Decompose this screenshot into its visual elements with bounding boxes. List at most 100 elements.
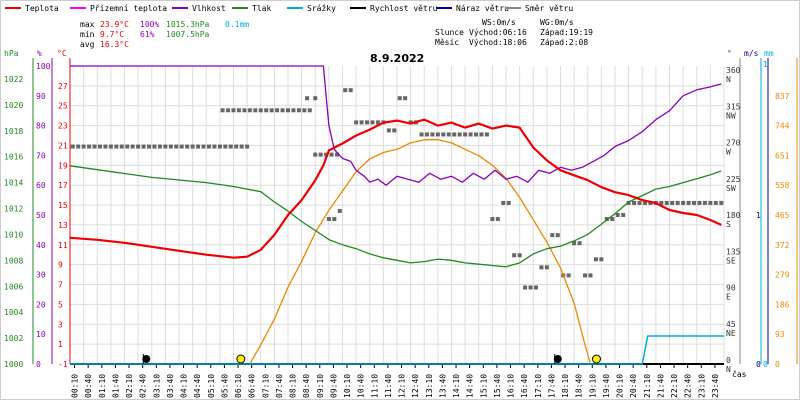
wind-dir-point bbox=[152, 144, 157, 149]
ms-tick-label: 0 bbox=[756, 360, 761, 369]
wind-dir-point bbox=[291, 108, 296, 113]
wind-dir-point bbox=[136, 144, 141, 149]
sun-tick-label: 558 bbox=[775, 181, 790, 190]
dir-tick-label: SW bbox=[726, 184, 736, 193]
wind-dir-point bbox=[430, 132, 435, 137]
temp-tick-label: 1 bbox=[58, 340, 63, 349]
wind-dir-point bbox=[196, 144, 201, 149]
wind-dir-point bbox=[713, 200, 718, 205]
wind-dir-point bbox=[70, 144, 75, 149]
x-tick-label: 13:10 bbox=[425, 374, 434, 398]
temp-tick-label: 9 bbox=[58, 261, 63, 270]
x-tick-label: 21:40 bbox=[656, 374, 665, 398]
axis-unit-label: m/s bbox=[744, 49, 759, 58]
x-tick-label: 11:10 bbox=[370, 374, 379, 398]
mm-tick-label: 0 bbox=[763, 360, 768, 369]
wind-dir-point bbox=[457, 132, 462, 137]
press-tick-label: 1002 bbox=[4, 334, 23, 343]
wind-dir-point bbox=[517, 253, 522, 258]
temp-tick-label: 21 bbox=[58, 141, 68, 150]
wind-dir-point bbox=[234, 144, 239, 149]
x-tick-label: 14:40 bbox=[466, 374, 475, 398]
wind-dir-point bbox=[588, 273, 593, 278]
x-tick-label: 15:40 bbox=[493, 374, 502, 398]
x-tick-label: 06:10 bbox=[234, 374, 243, 398]
x-tick-label: 16:40 bbox=[520, 374, 529, 398]
axis-unit-label: čas bbox=[732, 369, 747, 379]
wind-dir-point bbox=[365, 120, 370, 125]
dir-tick-label: SE bbox=[726, 256, 736, 265]
wind-dir-point bbox=[212, 144, 217, 149]
wind-dir-point bbox=[190, 144, 195, 149]
wind-dir-point bbox=[275, 108, 280, 113]
wind-dir-point bbox=[179, 144, 184, 149]
legend-label: Rychlost větru bbox=[370, 4, 438, 13]
wind-dir-point bbox=[337, 208, 342, 213]
wind-dir-point bbox=[495, 217, 500, 222]
hum-tick-label: 60 bbox=[36, 181, 46, 190]
x-tick-label: 09:40 bbox=[329, 374, 338, 398]
wind-dir-point bbox=[231, 108, 236, 113]
wind-gust-text: WG:0m/s bbox=[540, 18, 574, 27]
wind-dir-point bbox=[555, 233, 560, 238]
wind-dir-point bbox=[168, 144, 173, 149]
wind-dir-point bbox=[615, 213, 620, 217]
x-tick-label: 18:10 bbox=[561, 374, 570, 398]
wind-dir-point bbox=[408, 120, 413, 125]
wind-dir-point bbox=[719, 200, 724, 205]
wind-dir-point bbox=[403, 96, 408, 101]
chart-title: 8.9.2022 bbox=[370, 52, 424, 65]
legend-label: Teplota bbox=[25, 4, 59, 13]
wind-dir-point bbox=[479, 132, 484, 137]
wind-dir-point bbox=[523, 285, 528, 290]
wind-dir-point bbox=[446, 132, 451, 137]
wind-dir-point bbox=[130, 144, 135, 149]
wind-dir-point bbox=[264, 108, 269, 113]
wind-dir-point bbox=[157, 144, 162, 149]
x-tick-label: 01:10 bbox=[98, 374, 107, 398]
wind-dir-point bbox=[307, 108, 312, 113]
wind-speed-text: WS:0m/s bbox=[482, 18, 516, 27]
x-tick-label: 04:40 bbox=[193, 374, 202, 398]
wind-dir-point bbox=[324, 152, 329, 157]
wind-dir-point bbox=[147, 144, 152, 149]
x-tick-label: 19:10 bbox=[588, 374, 597, 398]
dir-tick-label: 90 bbox=[726, 284, 736, 293]
wind-dir-point bbox=[583, 273, 588, 278]
wind-dir-point bbox=[708, 200, 713, 205]
wind-dir-point bbox=[302, 108, 307, 113]
hum-tick-label: 30 bbox=[36, 271, 46, 280]
x-tick-label: 07:40 bbox=[275, 374, 284, 398]
wind-dir-point bbox=[572, 241, 577, 246]
sun-tick-label: 279 bbox=[775, 271, 790, 280]
wind-dir-point bbox=[313, 96, 318, 101]
legend-label: Tlak bbox=[252, 4, 271, 13]
x-tick-label: 02:40 bbox=[139, 374, 148, 398]
dir-tick-label: NE bbox=[726, 329, 736, 338]
x-tick-label: 15:10 bbox=[479, 374, 488, 398]
press-tick-label: 1006 bbox=[4, 282, 23, 291]
dir-tick-label: N bbox=[726, 365, 731, 374]
dir-tick-label: S bbox=[726, 220, 731, 229]
wind-dir-point bbox=[280, 108, 285, 113]
axis-unit-label: hPa bbox=[4, 49, 19, 58]
x-tick-label: 12:40 bbox=[411, 374, 420, 398]
x-tick-label: 05:10 bbox=[207, 374, 216, 398]
sun-tick-label: 651 bbox=[775, 151, 790, 160]
wind-dir-point bbox=[386, 128, 391, 133]
moonset-text: Západ:2:08 bbox=[540, 38, 588, 47]
wind-dir-point bbox=[114, 144, 119, 149]
wind-dir-point bbox=[242, 108, 247, 113]
press-tick-label: 1022 bbox=[4, 75, 23, 84]
wind-dir-point bbox=[92, 144, 97, 149]
wind-dir-point bbox=[539, 265, 544, 270]
sun-tick-label: 372 bbox=[775, 241, 790, 250]
temp-tick-label: 23 bbox=[58, 122, 68, 131]
wind-dir-point bbox=[185, 144, 190, 149]
wind-dir-point bbox=[87, 144, 92, 149]
x-tick-label: 06:40 bbox=[248, 374, 257, 398]
wind-dir-point bbox=[528, 285, 533, 290]
wind-dir-point bbox=[468, 132, 473, 137]
wind-dir-point bbox=[119, 144, 124, 149]
wind-dir-point bbox=[223, 144, 228, 149]
